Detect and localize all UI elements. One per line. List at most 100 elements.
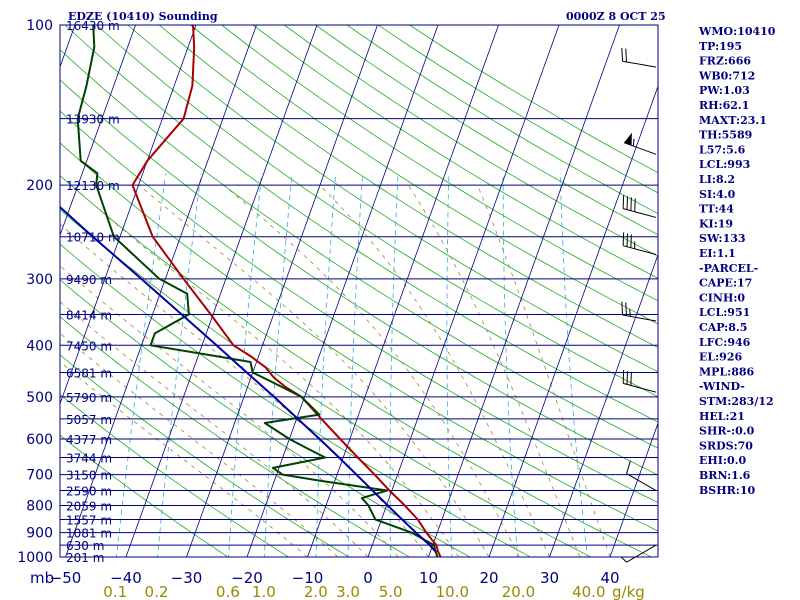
dry-adiabat (60, 354, 350, 557)
temperature-tick-label: 40 (600, 569, 619, 587)
height-label: 5057 m (66, 413, 112, 427)
wind-barb (621, 47, 657, 68)
height-label: 1081 m (66, 527, 112, 541)
wind-barb-shaft (623, 245, 657, 255)
moist-adiabat (138, 184, 490, 557)
index-item: L57:5.6 (699, 143, 746, 156)
pressure-unit-label: mb (30, 569, 54, 587)
temperature-tick-label: 10 (419, 569, 438, 587)
wind-barb (622, 232, 657, 255)
height-label: 2059 m (66, 499, 112, 513)
mixing-ratio-label: 1.0 (252, 583, 276, 600)
wind-barb-shaft (626, 473, 657, 491)
index-item: BRN:1.6 (699, 469, 751, 482)
isotherm (60, 25, 136, 237)
dry-adiabat (221, 25, 658, 302)
mixing-ratio-label: 0.2 (145, 583, 169, 600)
index-item: BSHR:10 (699, 484, 755, 497)
height-label: 7450 m (66, 339, 112, 353)
index-item: RH:62.1 (699, 99, 749, 112)
wind-barb-feather (626, 196, 628, 210)
index-item: SHR-:0.0 (699, 425, 755, 438)
height-label: 4377 m (66, 433, 112, 447)
index-item: LCL:951 (699, 306, 750, 319)
height-label: 1557 m (66, 513, 112, 527)
pressure-tick-label: 900 (26, 526, 53, 542)
index-item: TP:195 (699, 40, 742, 53)
temperature-tick-label: −50 (50, 569, 82, 587)
profile-line-2 (76, 25, 439, 557)
index-item: FRZ:666 (699, 55, 751, 68)
dry-adiabat (64, 25, 658, 423)
index-item: CAP:8.5 (699, 321, 747, 334)
mixing-ratio-label: 20.0 (502, 583, 535, 600)
wind-barb-feather (630, 372, 632, 386)
wind-barbs (620, 47, 657, 563)
index-item: LFC:946 (699, 336, 751, 349)
dry-adiabat (60, 49, 658, 449)
dry-adiabat (158, 25, 658, 349)
mixing-ratio-label: 3.0 (336, 583, 360, 600)
wind-barb-shaft (623, 208, 657, 218)
index-item: -WIND- (699, 380, 745, 393)
height-label: 16430 m (66, 19, 120, 33)
pressure-tick-label: 300 (26, 272, 53, 288)
height-label: 9490 m (66, 273, 112, 287)
dry-adiabat (127, 25, 658, 373)
index-item: WB0:712 (698, 69, 755, 82)
index-item: SRDS:70 (699, 439, 753, 452)
index-item: PW:1.03 (699, 84, 750, 97)
chart-time: 0000Z 8 OCT 25 (566, 10, 666, 23)
wind-barb-feather (625, 48, 627, 62)
height-label: 3744 m (66, 451, 112, 465)
height-label: 5790 m (66, 391, 112, 405)
dry-adiabat (96, 25, 658, 398)
temperature-tick-label: −30 (171, 569, 203, 587)
wind-barb-half-feather (629, 309, 631, 317)
height-label: 630 m (66, 539, 104, 553)
index-item: EHI:0.0 (699, 454, 746, 467)
wind-barb-shaft (622, 60, 657, 68)
dry-adiabat (60, 434, 229, 557)
index-item: KI:19 (699, 217, 733, 230)
index-item: CINH:0 (699, 291, 745, 304)
height-label: 6581 m (66, 367, 112, 381)
isotherm (307, 25, 499, 557)
height-label: 10710 m (66, 231, 120, 245)
wind-barb-half-feather (634, 241, 636, 249)
temperature-tick-label: 30 (540, 569, 559, 587)
grid-lines (60, 25, 658, 557)
dry-adiabat (60, 316, 411, 557)
wind-barb-shaft (623, 142, 657, 155)
pressure-tick-label: 200 (26, 178, 53, 194)
isotherm (125, 25, 318, 557)
pressure-tick-label: 600 (26, 432, 53, 448)
isotherm (428, 25, 620, 557)
index-item: TT:44 (699, 203, 734, 216)
index-item: CAPE:17 (699, 277, 752, 290)
dry-adiabat (60, 110, 658, 503)
mixing-ratio-label: 10.0 (436, 583, 469, 600)
wind-barb-feather (622, 370, 625, 384)
wind-barb-half-feather (620, 556, 627, 563)
wind-barb (623, 132, 657, 155)
dry-adiabat (252, 25, 658, 279)
mixing-ratio-label: 0.1 (103, 583, 127, 600)
mixing-ratio-line (263, 173, 293, 557)
moist-adiabat (319, 184, 550, 557)
wind-barb-feather (621, 47, 624, 62)
wind-barb-shaft (623, 382, 657, 393)
wind-barb-feather (634, 198, 636, 212)
moist-adiabat (71, 184, 460, 557)
moist-adiabat (223, 184, 520, 557)
mixing-ratio-label: 2.0 (304, 583, 328, 600)
temperature-tick-label: 20 (479, 569, 498, 587)
mixing-ratio-line (315, 173, 337, 557)
temperature-tick-label: −40 (110, 569, 142, 587)
profile-line-3 (60, 205, 437, 553)
mixing-ratio-unit-label: g/kg (612, 583, 645, 600)
index-item: EL:926 (699, 351, 742, 364)
wind-barb-feather (630, 197, 632, 211)
